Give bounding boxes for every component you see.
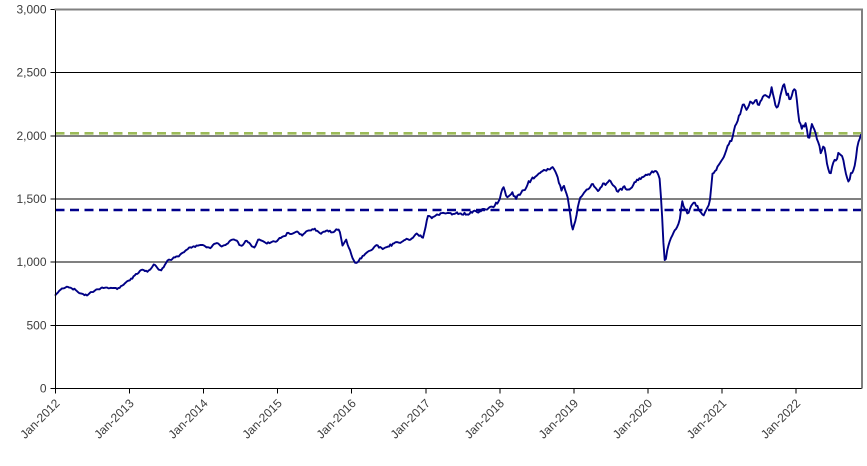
x-axis-tick-label: Jan-2017 xyxy=(388,396,434,442)
x-axis-tick-label: Jan-2019 xyxy=(536,396,582,442)
y-axis-tick-label: 0 xyxy=(40,382,47,396)
x-axis-tick-label: Jan-2020 xyxy=(610,396,656,442)
x-axis-tick-label: Jan-2022 xyxy=(758,396,804,442)
y-axis-tick-label: 1,000 xyxy=(16,255,46,269)
y-axis-tick-label: 3,000 xyxy=(16,3,46,17)
x-axis-tick-label: Jan-2014 xyxy=(165,396,211,442)
y-axis-tick-label: 1,500 xyxy=(16,192,46,206)
price-series-line xyxy=(54,83,862,297)
x-axis-tick-label: Jan-2012 xyxy=(17,396,63,442)
x-axis-tick-label: Jan-2021 xyxy=(684,396,730,442)
y-axis-tick-label: 500 xyxy=(26,318,46,332)
x-axis-tick-label: Jan-2013 xyxy=(91,396,137,442)
x-axis-tick-label: Jan-2018 xyxy=(462,396,508,442)
y-axis-tick-label: 2,000 xyxy=(16,129,46,143)
y-axis-tick-label: 2,500 xyxy=(16,66,46,80)
x-axis-tick-label: Jan-2015 xyxy=(240,396,286,442)
x-axis-tick-label: Jan-2016 xyxy=(314,396,360,442)
